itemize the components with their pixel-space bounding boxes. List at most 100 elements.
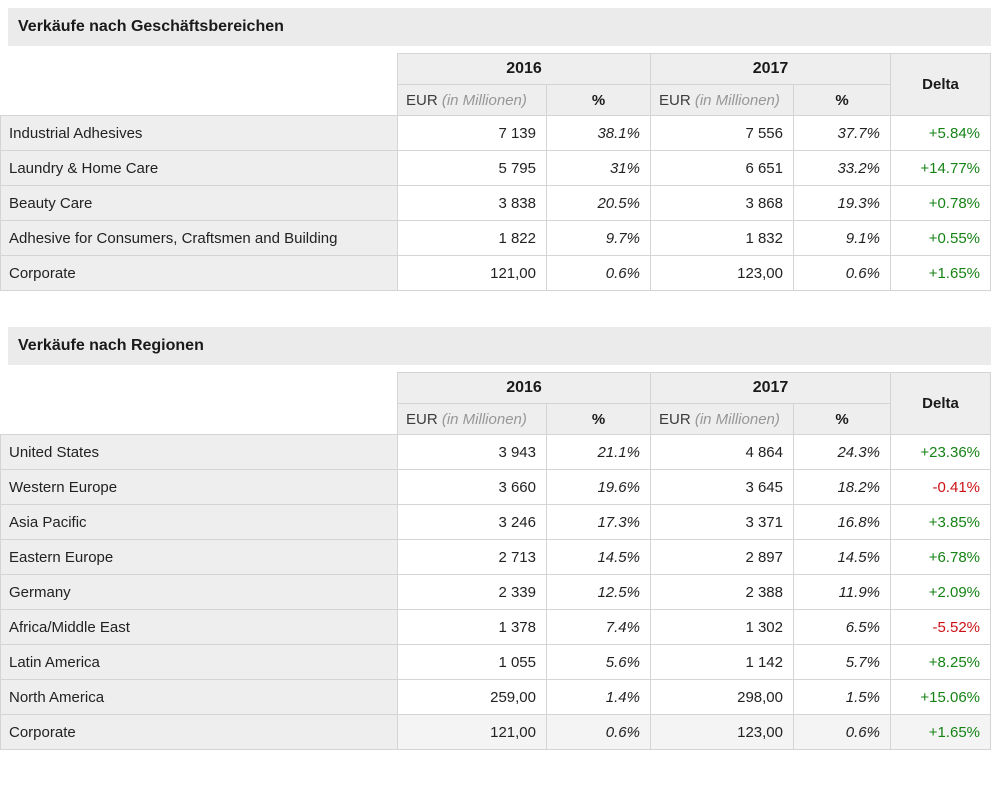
pct-2017-value: 33.2%	[793, 150, 891, 186]
row-label: Germany	[0, 574, 398, 610]
table-row: Corporate 121,00 0.6% 123,00 0.6% +1.65%	[0, 255, 991, 291]
pct-2017-value: 5.7%	[793, 644, 891, 680]
delta-value: +6.78%	[890, 539, 991, 575]
pct-2016-value: 31%	[546, 150, 651, 186]
pct-2017-value: 14.5%	[793, 539, 891, 575]
pct-2016-value: 20.5%	[546, 185, 651, 221]
pct-2017-header: %	[793, 403, 891, 435]
table-row: United States 3 943 21.1% 4 864 24.3% +2…	[0, 434, 991, 470]
pct-2016-value: 5.6%	[546, 644, 651, 680]
section-title-divisions: Verkäufe nach Geschäftsbereichen	[8, 8, 991, 46]
table-row: Western Europe 3 660 19.6% 3 645 18.2% -…	[0, 469, 991, 505]
sales-by-region-section: Verkäufe nach Regionen 2016 2017 Delta E…	[0, 327, 1000, 750]
eur-2016-value: 7 139	[397, 115, 547, 151]
eur-2016-value: 3 660	[397, 469, 547, 505]
pct-2016-value: 0.6%	[546, 255, 651, 291]
eur-2016-value: 2 339	[397, 574, 547, 610]
pct-2017-value: 37.7%	[793, 115, 891, 151]
pct-2017-value: 18.2%	[793, 469, 891, 505]
pct-2016-header: %	[546, 84, 651, 116]
row-label: Asia Pacific	[0, 504, 398, 540]
eur-2017-value: 123,00	[650, 255, 794, 291]
pct-2016-value: 21.1%	[546, 434, 651, 470]
eur-2017-value: 1 142	[650, 644, 794, 680]
row-label: Adhesive for Consumers, Craftsmen and Bu…	[0, 220, 398, 256]
eur-2016-header: EUR (in Millionen)	[397, 84, 547, 116]
pct-2016-value: 19.6%	[546, 469, 651, 505]
eur-2016-value: 3 943	[397, 434, 547, 470]
eur-2016-value: 1 378	[397, 609, 547, 645]
eur-2017-value: 6 651	[650, 150, 794, 186]
delta-header: Delta	[890, 53, 991, 116]
eur-2017-value: 3 371	[650, 504, 794, 540]
table-row: Adhesive for Consumers, Craftsmen and Bu…	[0, 220, 991, 256]
eur-2017-value: 4 864	[650, 434, 794, 470]
header-spacer	[0, 403, 398, 435]
delta-value: +0.78%	[890, 185, 991, 221]
table-row: Germany 2 339 12.5% 2 388 11.9% +2.09%	[0, 574, 991, 610]
eur-2017-value: 3 645	[650, 469, 794, 505]
pct-2016-value: 1.4%	[546, 679, 651, 715]
eur-2016-value: 1 055	[397, 644, 547, 680]
row-label: Beauty Care	[0, 185, 398, 221]
eur-2016-value: 3 838	[397, 185, 547, 221]
pct-2017-value: 9.1%	[793, 220, 891, 256]
delta-value: +8.25%	[890, 644, 991, 680]
eur-2017-header: EUR (in Millionen)	[650, 403, 794, 435]
eur-2017-value: 2 388	[650, 574, 794, 610]
pct-2017-value: 0.6%	[793, 714, 891, 750]
row-label: Industrial Adhesives	[0, 115, 398, 151]
row-label: Latin America	[0, 644, 398, 680]
table-row: Industrial Adhesives 7 139 38.1% 7 556 3…	[0, 115, 991, 151]
eur-2016-value: 5 795	[397, 150, 547, 186]
pct-2017-value: 24.3%	[793, 434, 891, 470]
section-title-regions: Verkäufe nach Regionen	[8, 327, 991, 365]
delta-value: +2.09%	[890, 574, 991, 610]
table-row: Beauty Care 3 838 20.5% 3 868 19.3% +0.7…	[0, 185, 991, 221]
delta-value: -5.52%	[890, 609, 991, 645]
row-label: United States	[0, 434, 398, 470]
pct-2017-value: 16.8%	[793, 504, 891, 540]
eur-2017-value: 3 868	[650, 185, 794, 221]
delta-value: +3.85%	[890, 504, 991, 540]
table-row: North America 259,00 1.4% 298,00 1.5% +1…	[0, 679, 991, 715]
delta-value: +14.77%	[890, 150, 991, 186]
row-label: Eastern Europe	[0, 539, 398, 575]
pct-2017-value: 6.5%	[793, 609, 891, 645]
year-2016-header: 2016	[397, 53, 651, 85]
eur-2017-header: EUR (in Millionen)	[650, 84, 794, 116]
header-spacer	[0, 84, 398, 116]
row-label: Western Europe	[0, 469, 398, 505]
row-label: Corporate	[0, 714, 398, 750]
sales-by-division-section: Verkäufe nach Geschäftsbereichen 2016 20…	[0, 8, 1000, 291]
eur-2016-value: 121,00	[397, 255, 547, 291]
pct-2017-header: %	[793, 84, 891, 116]
eur-2017-value: 1 832	[650, 220, 794, 256]
table-row: Eastern Europe 2 713 14.5% 2 897 14.5% +…	[0, 539, 991, 575]
delta-value: +1.65%	[890, 714, 991, 750]
pct-2017-value: 0.6%	[793, 255, 891, 291]
table-row: Latin America 1 055 5.6% 1 142 5.7% +8.2…	[0, 644, 991, 680]
eur-2017-value: 1 302	[650, 609, 794, 645]
row-label: North America	[0, 679, 398, 715]
year-2017-header: 2017	[650, 53, 891, 85]
delta-value: +0.55%	[890, 220, 991, 256]
pct-2016-value: 7.4%	[546, 609, 651, 645]
table-row: Corporate 121,00 0.6% 123,00 0.6% +1.65%	[0, 714, 991, 750]
eur-2016-value: 2 713	[397, 539, 547, 575]
eur-2016-header: EUR (in Millionen)	[397, 403, 547, 435]
pct-2016-header: %	[546, 403, 651, 435]
table-row: Asia Pacific 3 246 17.3% 3 371 16.8% +3.…	[0, 504, 991, 540]
row-label: Laundry & Home Care	[0, 150, 398, 186]
delta-value: +15.06%	[890, 679, 991, 715]
eur-2016-value: 259,00	[397, 679, 547, 715]
delta-value: +5.84%	[890, 115, 991, 151]
pct-2017-value: 19.3%	[793, 185, 891, 221]
eur-2017-value: 2 897	[650, 539, 794, 575]
eur-2016-value: 1 822	[397, 220, 547, 256]
pct-2017-value: 11.9%	[793, 574, 891, 610]
eur-2017-value: 298,00	[650, 679, 794, 715]
pct-2016-value: 17.3%	[546, 504, 651, 540]
eur-2016-value: 3 246	[397, 504, 547, 540]
year-2017-header: 2017	[650, 372, 891, 404]
